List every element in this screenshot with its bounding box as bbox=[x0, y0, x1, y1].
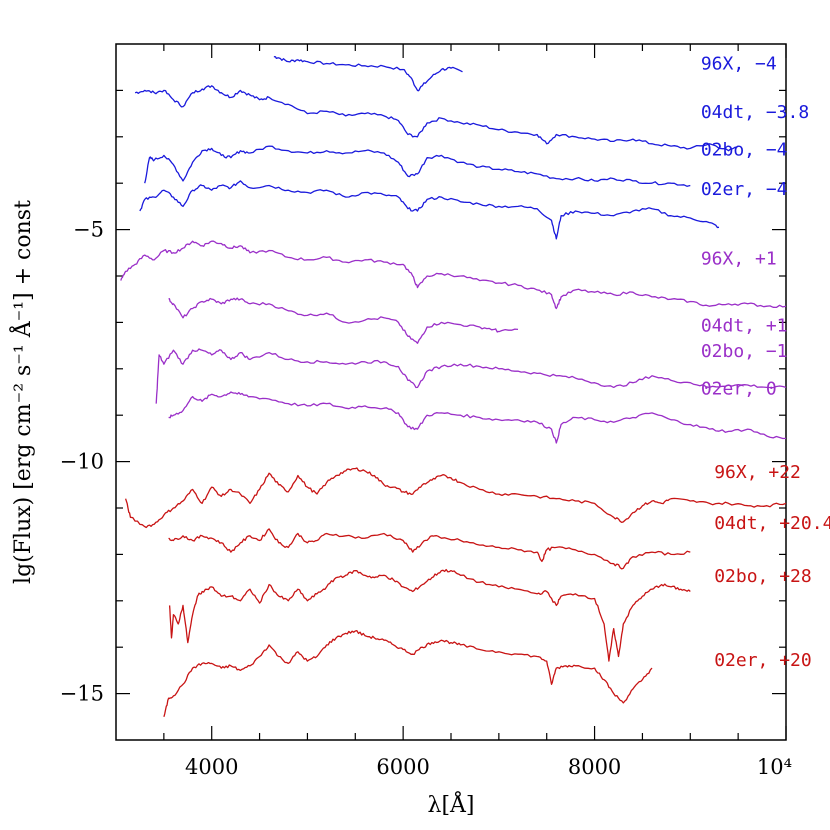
x-tick-label: 10⁴ bbox=[757, 755, 792, 779]
series-label: 96X, +1 bbox=[701, 248, 777, 269]
series-line bbox=[168, 568, 691, 662]
series-line bbox=[168, 528, 691, 570]
series-line bbox=[139, 180, 720, 240]
series-label: 96X, −4 bbox=[701, 54, 777, 75]
series-line bbox=[155, 348, 787, 404]
y-tick-label: −10 bbox=[60, 450, 104, 474]
series-label: 04dt, +1 bbox=[701, 316, 788, 337]
series-label: 96X, +22 bbox=[714, 462, 801, 483]
series-line bbox=[163, 630, 653, 717]
x-tick-label: 6000 bbox=[376, 755, 429, 779]
series-label: 02bo, −4 bbox=[701, 139, 788, 160]
series-labels: 96X, −4 04dt, −3.8 02bo, −4 02er, −4 96X, +1… bbox=[701, 54, 830, 671]
y-tick-label: −15 bbox=[60, 682, 104, 706]
series-label: 02er, 0 bbox=[701, 378, 777, 399]
series-line bbox=[124, 467, 787, 529]
series-line bbox=[134, 85, 739, 152]
axis-tick-labels: 4000 6000 8000 10⁴ −5 −10 −15 bbox=[60, 218, 792, 779]
series-label: 02bo, −1 bbox=[701, 341, 788, 362]
series-line bbox=[273, 55, 463, 92]
y-tick-label: −5 bbox=[73, 218, 104, 242]
x-axis-title: λ[Å] bbox=[428, 790, 475, 818]
series-label: 02er, +20 bbox=[714, 650, 812, 671]
axis-ticks bbox=[116, 44, 787, 740]
series-line bbox=[120, 240, 787, 310]
series-line bbox=[168, 391, 787, 444]
series-line bbox=[168, 297, 519, 344]
series-label: 02er, −4 bbox=[701, 179, 788, 200]
x-tick-label: 4000 bbox=[185, 755, 238, 779]
series-label: 02bo, +28 bbox=[714, 566, 812, 587]
series-line bbox=[144, 145, 691, 187]
spectra-series bbox=[120, 55, 787, 717]
series-label: 04dt, −3.8 bbox=[701, 102, 809, 123]
series-label: 04dt, +20.4 bbox=[714, 513, 830, 534]
x-tick-label: 8000 bbox=[568, 755, 621, 779]
y-axis-title: lg(Flux) [erg cm⁻² s⁻¹ Å⁻¹] + const bbox=[8, 200, 36, 584]
